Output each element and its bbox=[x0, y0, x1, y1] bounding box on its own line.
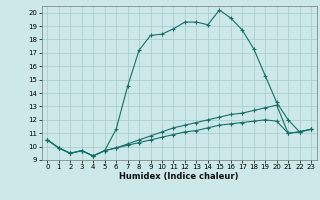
X-axis label: Humidex (Indice chaleur): Humidex (Indice chaleur) bbox=[119, 172, 239, 181]
